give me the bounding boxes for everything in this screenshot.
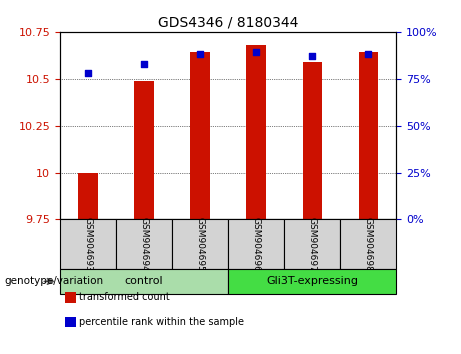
Bar: [134, 81, 154, 219]
Text: control: control: [125, 276, 163, 286]
Bar: [60, 219, 116, 269]
Bar: [340, 219, 396, 269]
Point: [253, 50, 260, 55]
Text: Gli3T-expressing: Gli3T-expressing: [266, 276, 358, 286]
Bar: [116, 219, 172, 269]
Text: GSM904696: GSM904696: [252, 217, 261, 272]
Text: GSM904694: GSM904694: [140, 217, 148, 272]
Text: genotype/variation: genotype/variation: [5, 276, 104, 286]
Bar: [78, 173, 98, 219]
Text: GSM904697: GSM904697: [308, 217, 317, 272]
Bar: [190, 52, 210, 219]
Bar: [228, 269, 396, 294]
Point: [365, 52, 372, 57]
Bar: [228, 219, 284, 269]
Point: [196, 52, 204, 57]
Bar: [60, 269, 228, 294]
Title: GDS4346 / 8180344: GDS4346 / 8180344: [158, 15, 298, 29]
Bar: [302, 62, 322, 219]
Text: GSM904693: GSM904693: [83, 217, 93, 272]
Text: percentile rank within the sample: percentile rank within the sample: [79, 317, 244, 327]
Text: GSM904698: GSM904698: [364, 217, 373, 272]
Bar: [247, 45, 266, 219]
Point: [84, 70, 92, 76]
Text: GSM904695: GSM904695: [195, 217, 205, 272]
Bar: [359, 52, 378, 219]
Point: [309, 53, 316, 59]
Bar: [284, 219, 340, 269]
Text: transformed count: transformed count: [79, 292, 170, 302]
Bar: [172, 219, 228, 269]
Point: [140, 61, 148, 67]
